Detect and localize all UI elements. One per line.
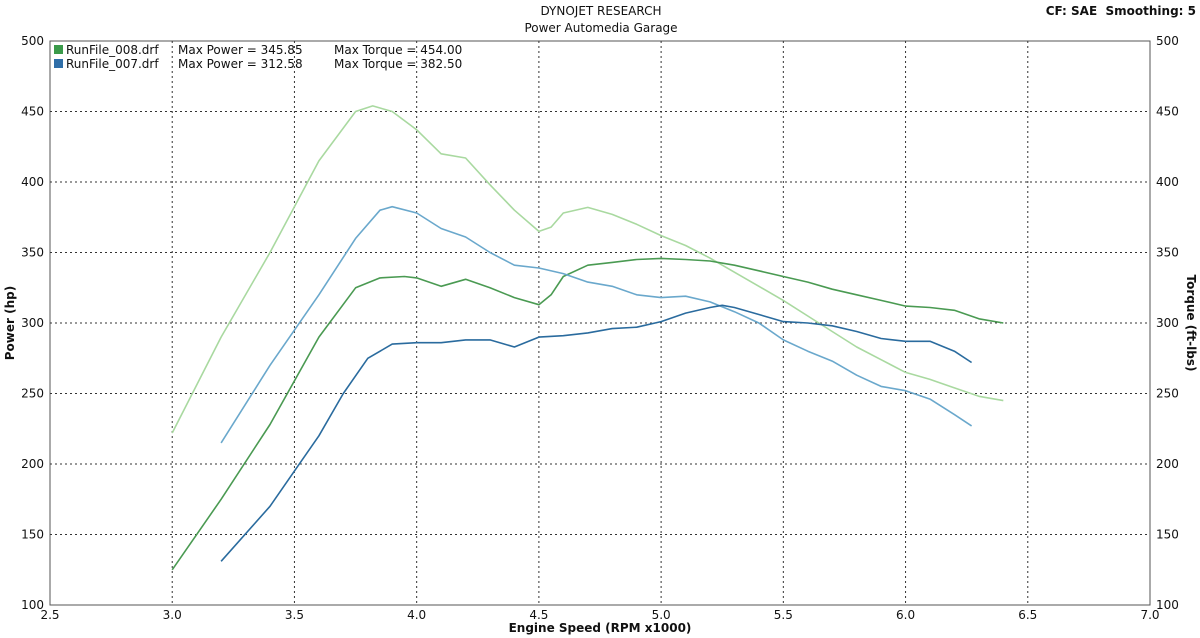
legend-max-power-runfile-008: Max Power = 345.85 <box>178 43 303 57</box>
legend-max-torque-runfile-007: Max Torque = 382.50 <box>334 57 462 71</box>
legend-swatch-runfile-008 <box>54 45 63 54</box>
y-tick-label-torque: 350 <box>1156 246 1179 260</box>
x-tick-label: 7.0 <box>1140 608 1159 622</box>
series-line-runfile-007-drf-torque <box>220 205 973 444</box>
y-tick-label-torque: 450 <box>1156 105 1179 119</box>
y-axis-label-power: Power (hp) <box>3 286 17 360</box>
chart-title: DYNOJET RESEARCH <box>540 4 661 18</box>
y-tick-label-torque: 500 <box>1156 34 1179 48</box>
y-tick-label-power: 350 <box>21 246 44 260</box>
settings-readout: CF: SAE Smoothing: 5 <box>1046 4 1196 18</box>
x-tick-label: 5.0 <box>652 608 671 622</box>
series-line-runfile-007-drf-power <box>220 304 973 562</box>
x-tick-label: 6.5 <box>1018 608 1037 622</box>
y-tick-label-torque: 150 <box>1156 528 1179 542</box>
x-tick-label: 2.5 <box>40 608 59 622</box>
x-tick-label: 3.5 <box>285 608 304 622</box>
y-tick-label-power: 300 <box>21 316 44 330</box>
x-tick-label: 4.0 <box>407 608 426 622</box>
legend-swatch-runfile-007 <box>54 59 63 68</box>
y-tick-label-power: 150 <box>21 528 44 542</box>
series-lines <box>171 105 1004 571</box>
series-line-runfile-008-drf-torque <box>171 105 1004 434</box>
x-axis-label: Engine Speed (RPM x1000) <box>509 621 692 635</box>
y-tick-label-power: 450 <box>21 105 44 119</box>
legend-file-runfile-007: RunFile_007.drf <box>66 57 159 71</box>
y-axis-label-torque: Torque (ft-lbs) <box>1184 275 1198 372</box>
chart-subtitle: Power Automedia Garage <box>524 21 677 35</box>
x-tick-label: 6.0 <box>896 608 915 622</box>
x-tick-label: 4.5 <box>529 608 548 622</box>
legend-max-torque-runfile-008: Max Torque = 454.00 <box>334 43 462 57</box>
y-tick-label-power: 400 <box>21 175 44 189</box>
y-tick-label-torque: 250 <box>1156 387 1179 401</box>
series-line-runfile-008-drf-power <box>171 257 1004 571</box>
grid-lines <box>50 41 1150 605</box>
y-tick-label-torque: 300 <box>1156 316 1179 330</box>
legend-max-power-runfile-007: Max Power = 312.58 <box>178 57 303 71</box>
y-tick-label-torque: 100 <box>1156 598 1179 612</box>
y-tick-label-power: 100 <box>21 598 44 612</box>
x-tick-label: 3.0 <box>163 608 182 622</box>
y-tick-label-torque: 400 <box>1156 175 1179 189</box>
legend: RunFile_008.drf Max Power = 345.85 Max T… <box>54 43 462 71</box>
legend-file-runfile-008: RunFile_008.drf <box>66 43 159 57</box>
y-tick-label-power: 500 <box>21 34 44 48</box>
x-tick-label: 5.5 <box>774 608 793 622</box>
y-tick-label-power: 250 <box>21 387 44 401</box>
y-tick-label-power: 200 <box>21 457 44 471</box>
y-tick-label-torque: 200 <box>1156 457 1179 471</box>
